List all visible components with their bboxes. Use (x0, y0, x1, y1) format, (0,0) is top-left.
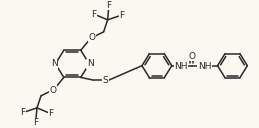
Text: NH: NH (198, 62, 211, 71)
Text: F: F (20, 108, 26, 117)
Text: F: F (119, 11, 124, 20)
Text: F: F (91, 10, 96, 19)
Text: F: F (106, 1, 111, 10)
Text: O: O (188, 52, 195, 61)
Text: O: O (88, 33, 95, 42)
Text: N: N (87, 59, 93, 68)
Text: S: S (103, 76, 109, 85)
Text: F: F (33, 118, 39, 127)
Text: O: O (49, 86, 56, 95)
Text: F: F (48, 109, 54, 118)
Text: N: N (51, 59, 58, 68)
Text: NH: NH (174, 62, 188, 71)
